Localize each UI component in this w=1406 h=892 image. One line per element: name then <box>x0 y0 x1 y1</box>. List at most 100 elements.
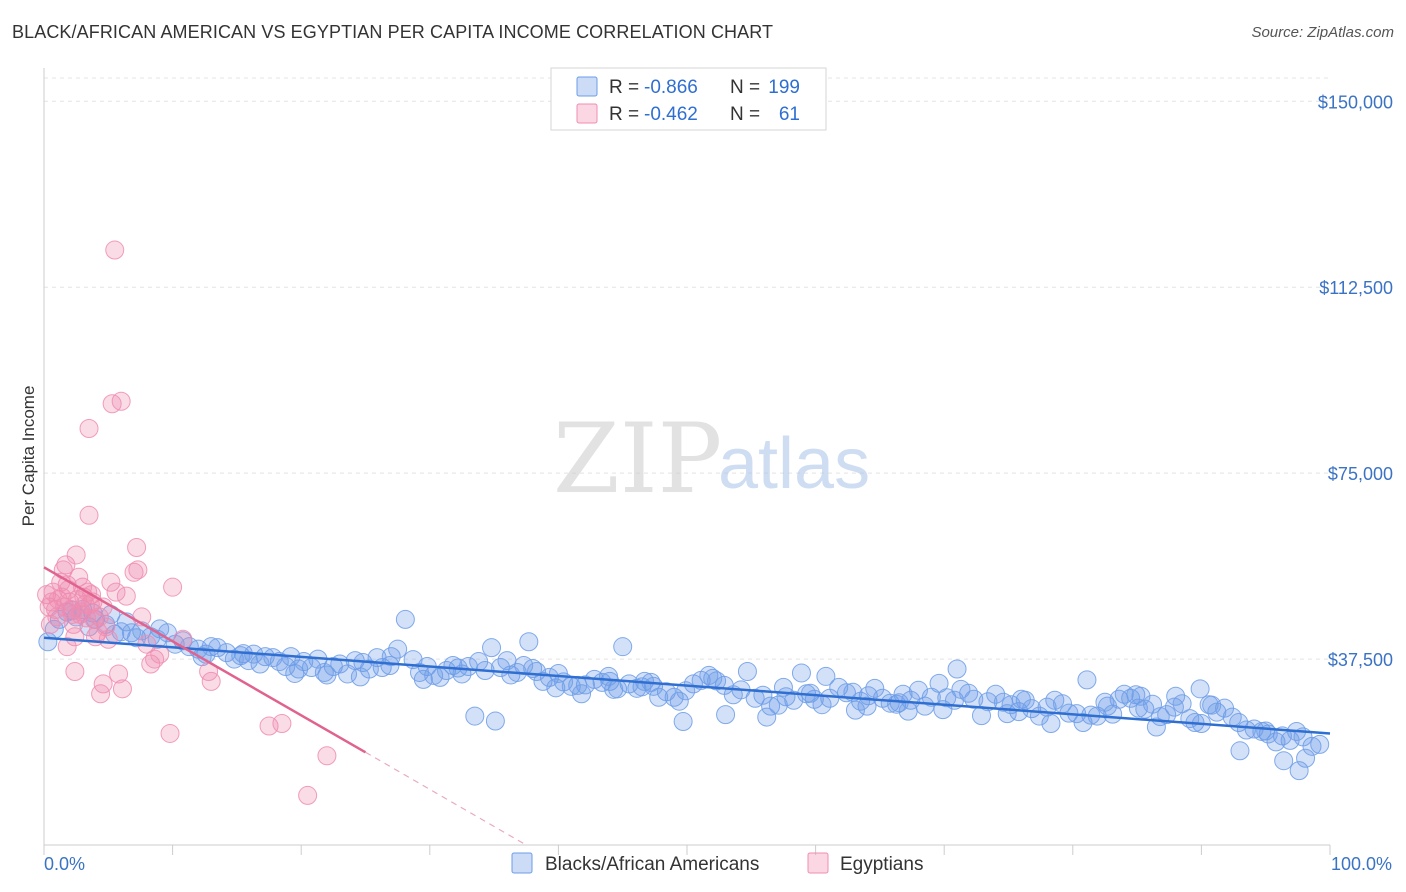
data-point-blacks <box>865 678 885 698</box>
data-point-blacks <box>1143 694 1163 714</box>
legend-swatch-blacks <box>576 76 598 97</box>
bottom-legend-label-blacks: Blacks/African Americans <box>545 854 759 875</box>
y-tick-label: $75,000 <box>1328 464 1393 484</box>
data-point-blacks <box>673 712 693 732</box>
data-point-egyptians <box>89 607 109 627</box>
data-point-blacks <box>1098 696 1118 716</box>
data-point-blacks <box>757 707 777 727</box>
data-point-blacks <box>669 691 689 711</box>
data-point-egyptians <box>163 577 183 597</box>
data-point-blacks <box>1146 717 1166 737</box>
data-point-egyptians <box>109 664 129 684</box>
data-point-blacks <box>501 665 521 685</box>
data-point-blacks <box>546 678 566 698</box>
data-point-egyptians <box>317 746 337 766</box>
y-axis-label: Per Capita Income <box>19 386 38 527</box>
data-point-blacks <box>1302 736 1322 756</box>
data-point-blacks <box>997 704 1017 724</box>
data-point-blacks <box>791 663 811 683</box>
data-point-blacks <box>1022 699 1042 719</box>
legend-n-label-blacks: N = <box>730 77 760 98</box>
data-point-blacks <box>1073 713 1093 733</box>
data-point-egyptians <box>116 586 136 606</box>
data-point-blacks <box>664 687 684 707</box>
data-point-egyptians <box>160 723 180 743</box>
data-point-blacks <box>269 652 289 672</box>
data-point-blacks <box>1230 741 1250 761</box>
data-point-blacks <box>1041 714 1061 734</box>
legend-box: R = -0.866 N = 199 R = -0.462 N = 61 <box>550 67 827 131</box>
data-point-blacks <box>604 679 624 699</box>
data-point-egyptians <box>101 572 121 592</box>
data-point-blacks <box>539 667 559 687</box>
data-point-blacks <box>845 700 865 720</box>
legend-r-value-blacks: -0.866 <box>644 77 698 98</box>
data-point-blacks <box>1310 734 1330 754</box>
watermark-atlas: atlas <box>718 424 870 504</box>
data-point-egyptians <box>98 629 118 649</box>
data-point-blacks <box>1274 751 1294 771</box>
data-point-blacks <box>1202 695 1222 715</box>
data-point-egyptians <box>127 538 147 558</box>
data-point-blacks <box>613 637 633 657</box>
data-point-blacks <box>986 684 1006 704</box>
x-tick-label-max: 100.0% <box>1331 854 1392 874</box>
data-point-egyptians <box>56 555 76 575</box>
data-point-blacks <box>485 711 505 731</box>
data-point-egyptians <box>106 582 126 602</box>
data-point-blacks <box>1077 670 1097 690</box>
data-point-blacks <box>1131 686 1151 706</box>
data-point-blacks <box>761 696 781 716</box>
y-tick-labels: $37,500 $75,000 $112,500 $150,000 <box>1318 92 1393 670</box>
bottom-legend-label-egyptians: Egyptians <box>840 854 923 875</box>
data-point-blacks <box>395 609 415 629</box>
watermark: ZIP atlas <box>553 403 870 515</box>
data-point-blacks <box>413 669 433 689</box>
legend-r-label-blacks: R = <box>609 77 639 98</box>
x-tick-label-min: 0.0% <box>44 854 85 874</box>
data-point-blacks <box>224 649 244 669</box>
bottom-legend-swatch-blacks <box>511 852 533 874</box>
data-point-blacks <box>947 659 967 679</box>
data-point-blacks <box>381 647 401 667</box>
data-point-blacks <box>465 706 485 726</box>
data-point-egyptians <box>272 714 292 734</box>
data-point-egyptians <box>91 684 111 704</box>
data-point-egyptians <box>105 240 125 260</box>
data-point-blacks <box>1157 705 1177 725</box>
trend-line-egyptians <box>43 566 367 754</box>
data-point-egyptians <box>57 637 77 657</box>
data-point-egyptians <box>79 419 99 439</box>
data-point-blacks <box>255 647 275 667</box>
trend-line-blacks <box>43 636 1331 735</box>
data-point-egyptians <box>128 560 148 580</box>
data-point-blacks <box>937 688 957 708</box>
bottom-legend-swatch-egyptians <box>807 852 829 874</box>
watermark-zip: ZIP <box>553 403 722 515</box>
data-point-blacks <box>437 660 457 680</box>
data-point-blacks <box>1190 679 1210 699</box>
data-point-blacks <box>816 666 836 686</box>
series-egyptians-points <box>37 240 337 805</box>
y-tick-label: $112,500 <box>1319 278 1393 298</box>
trend-lines <box>43 566 1331 846</box>
data-point-blacks <box>1236 720 1256 740</box>
data-point-blacks <box>314 662 334 682</box>
legend-n-value-blacks: 199 <box>768 77 800 98</box>
legend-n-value-egyptians: 61 <box>779 104 800 125</box>
x-tick-labels: 0.0% 100.0% <box>44 854 1392 874</box>
data-point-egyptians <box>65 661 85 681</box>
data-point-blacks <box>482 638 502 658</box>
data-point-blacks <box>737 661 757 681</box>
y-tick-label: $37,500 <box>1328 650 1393 670</box>
data-point-egyptians <box>298 785 318 805</box>
data-point-blacks <box>964 689 984 709</box>
data-point-egyptians <box>173 629 193 649</box>
data-point-blacks <box>703 668 723 688</box>
legend-swatch-egyptians <box>576 103 598 124</box>
grid-lines <box>44 77 1330 660</box>
data-point-blacks <box>978 692 998 712</box>
trend-line-egyptians-extension <box>365 751 527 846</box>
source-label: Source: ZipAtlas.com <box>1251 24 1394 41</box>
